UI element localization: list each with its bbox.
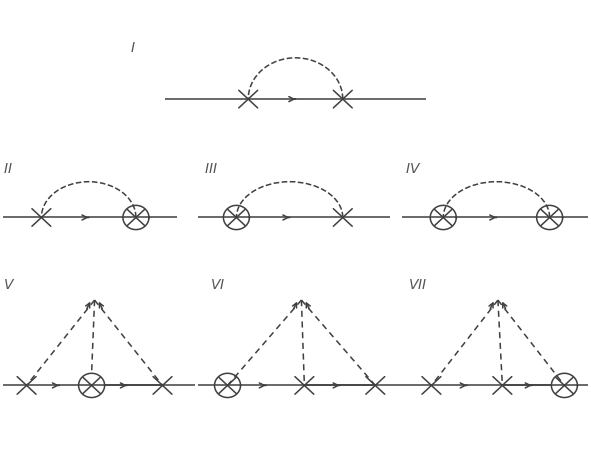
Text: $V$: $V$ [3, 278, 15, 292]
Text: $VII$: $VII$ [408, 278, 427, 292]
Text: $II$: $II$ [3, 162, 13, 176]
Text: $I$: $I$ [130, 41, 136, 55]
Text: $VI$: $VI$ [210, 278, 225, 292]
Text: $IV$: $IV$ [405, 162, 421, 176]
Text: $III$: $III$ [204, 162, 218, 176]
